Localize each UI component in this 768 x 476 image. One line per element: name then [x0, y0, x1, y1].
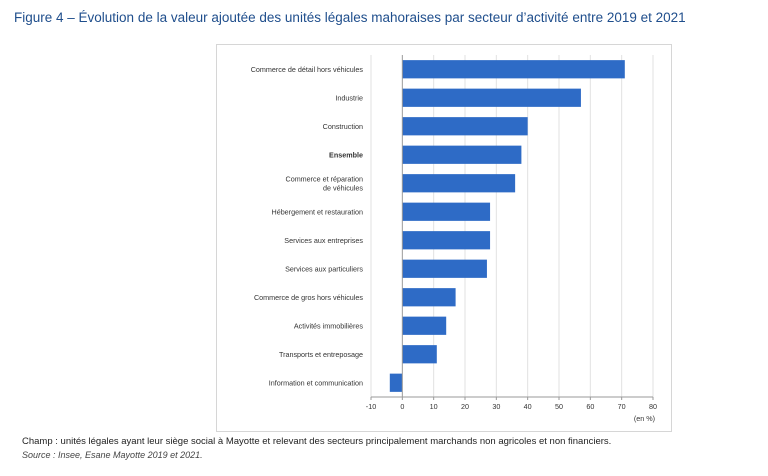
chart-frame: Commerce de détail hors véhicules Industr…	[216, 44, 672, 432]
bar	[402, 231, 491, 250]
bar	[402, 345, 437, 364]
bar	[402, 316, 447, 335]
figure-title: Figure 4 – Évolution de la valeur ajouté…	[14, 10, 686, 25]
category-label: Activités immobilières	[294, 321, 364, 330]
category-label: Ensemble	[329, 150, 363, 159]
bar-chart: Commerce de détail hors véhicules Industr…	[251, 55, 657, 423]
bar	[402, 202, 491, 221]
bar	[389, 373, 403, 392]
category-label: Hébergement et restauration	[272, 207, 364, 216]
tick-label: 40	[524, 402, 532, 411]
bar	[402, 145, 522, 164]
tick-label: 20	[461, 402, 469, 411]
category-label: Commerce de détail hors véhicules	[251, 65, 364, 74]
unit-label: (en %)	[634, 414, 655, 423]
bar	[402, 288, 456, 307]
tick-label: -10	[366, 402, 376, 411]
bar	[402, 117, 528, 136]
tick-label: 30	[492, 402, 500, 411]
category-label: Commerce de gros hors véhicules	[254, 293, 363, 302]
tick-label: 80	[649, 402, 657, 411]
bar	[402, 259, 487, 278]
tick-label: 60	[586, 402, 594, 411]
bar	[402, 88, 581, 107]
footnote-champ: Champ : unités légales ayant leur siège …	[22, 436, 612, 447]
source-note: Source : Insee, Esane Mayotte 2019 et 20…	[22, 450, 203, 460]
category-label: Construction	[323, 122, 363, 131]
tick-label: 10	[430, 402, 438, 411]
category-label: Services aux entreprises	[284, 236, 363, 245]
category-label: Transports et entreposage	[279, 350, 363, 359]
category-label: Services aux particuliers	[285, 264, 363, 273]
bar	[402, 60, 625, 79]
tick-label: 50	[555, 402, 563, 411]
category-label: Industrie	[335, 93, 363, 102]
bar	[402, 174, 516, 193]
category-label: Information et communication	[269, 378, 363, 387]
tick-label: 0	[400, 402, 404, 411]
category-label: Commerce et réparation de véhicules	[286, 174, 364, 192]
tick-label: 70	[618, 402, 626, 411]
